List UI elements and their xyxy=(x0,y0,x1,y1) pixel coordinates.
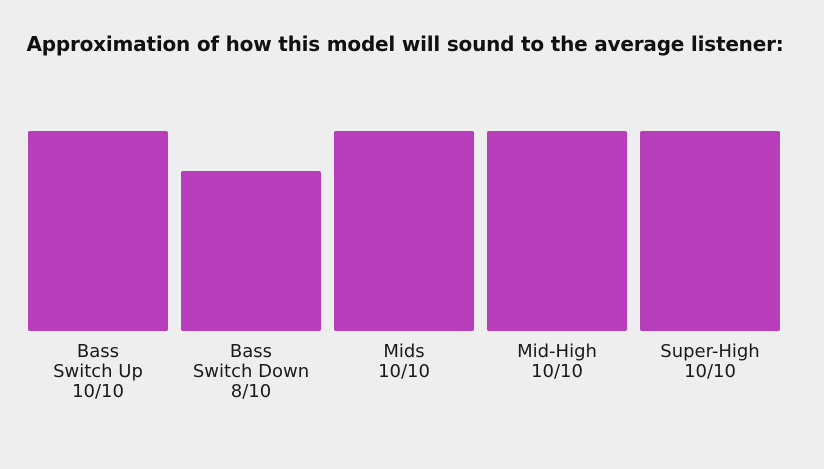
bar-2 xyxy=(334,131,474,331)
tick-label-line: Mid-High xyxy=(517,341,597,362)
bar-0 xyxy=(28,131,168,331)
tick-label-line: 8/10 xyxy=(231,381,271,402)
tick-label-line: Mids xyxy=(383,341,424,362)
tick-label-3: Mid-High 10/10 xyxy=(517,341,597,382)
tick-label-4: Super-High 10/10 xyxy=(660,341,759,382)
tick-label-line: Bass xyxy=(77,341,119,362)
bar-1 xyxy=(181,171,321,331)
chart-title: Approximation of how this model will sou… xyxy=(26,32,784,56)
bar-4 xyxy=(640,131,780,331)
tick-label-line: Switch Down xyxy=(193,361,309,382)
tick-label-line: Super-High xyxy=(660,341,759,362)
tick-label-1: Bass Switch Down 8/10 xyxy=(193,341,309,402)
tick-label-0: Bass Switch Up 10/10 xyxy=(53,341,143,402)
tick-label-line: 10/10 xyxy=(72,381,124,402)
tick-label-line: 10/10 xyxy=(378,361,430,382)
bar-3 xyxy=(487,131,627,331)
tick-label-line: Bass xyxy=(230,341,272,362)
tick-label-line: 10/10 xyxy=(531,361,583,382)
tick-label-line: 10/10 xyxy=(684,361,736,382)
tick-label-2: Mids 10/10 xyxy=(378,341,430,382)
tick-label-line: Switch Up xyxy=(53,361,143,382)
